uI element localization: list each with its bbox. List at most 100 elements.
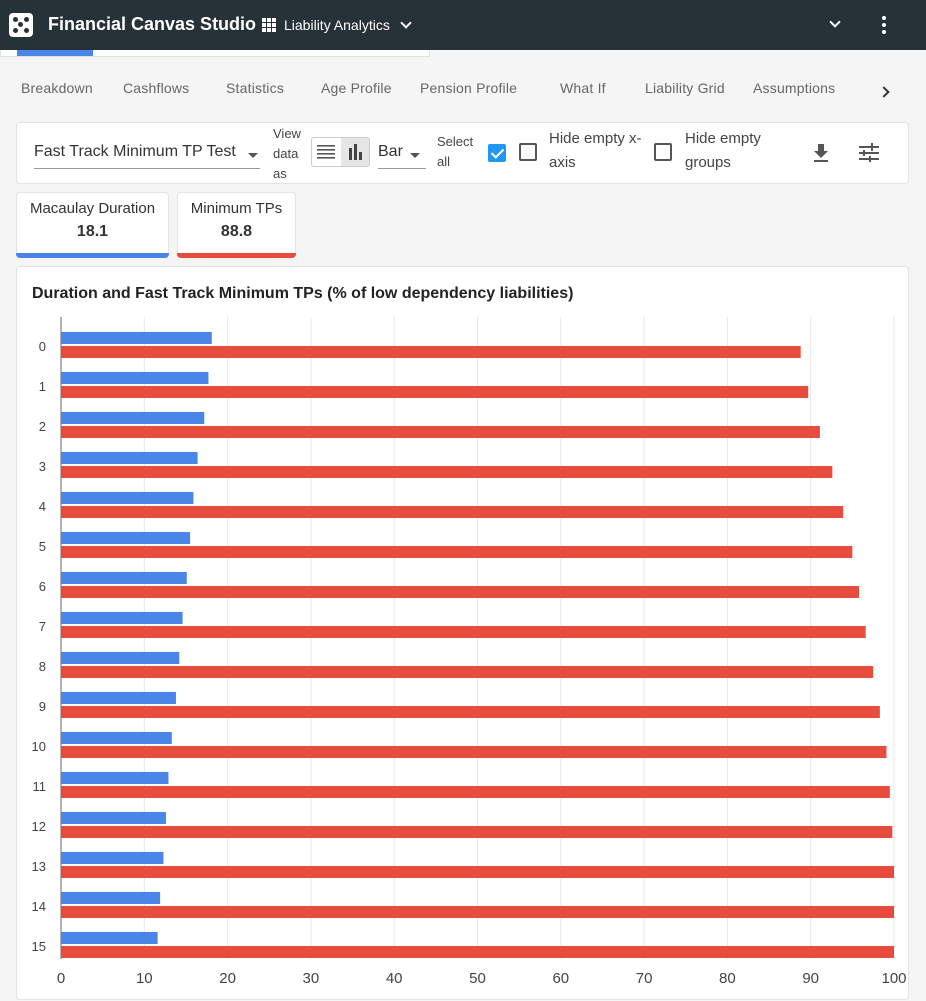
- bar-series-0: [61, 892, 161, 904]
- metric-color-bar: [16, 253, 169, 258]
- tab-liability-grid[interactable]: Liability Grid: [645, 80, 725, 96]
- x-tick-label: 20: [219, 970, 236, 987]
- x-tick-label: 0: [57, 970, 65, 987]
- y-tick-label: 3: [39, 459, 46, 474]
- y-tick-label: 12: [32, 819, 46, 834]
- bar-chart: 0 10 20 30 40 50 60 70 80 90 100012345678910111213…: [32, 317, 907, 987]
- x-tick-label: 100: [881, 970, 906, 987]
- tab-cashflows[interactable]: Cashflows: [123, 80, 190, 96]
- x-tick-label: 60: [552, 970, 569, 987]
- bar-series-1: [61, 586, 860, 598]
- y-tick-label: 6: [39, 579, 46, 594]
- hide-empty-groups-checkbox[interactable]: [654, 143, 672, 161]
- table-view-button[interactable]: [312, 138, 341, 166]
- y-tick-label: 7: [39, 619, 46, 634]
- tab-breakdown[interactable]: Breakdown: [21, 80, 93, 96]
- bar-series-0: [61, 492, 194, 504]
- bar-series-1: [61, 346, 801, 358]
- x-tick-label: 90: [802, 970, 819, 987]
- bar-series-0: [61, 452, 198, 464]
- more-vert-icon[interactable]: [881, 16, 887, 34]
- bar-series-1: [61, 386, 809, 398]
- y-tick-label: 13: [32, 859, 46, 874]
- dropdown-caret-icon: [410, 153, 420, 158]
- metric-select[interactable]: Fast Track Minimum TP Test: [34, 143, 260, 169]
- metric-color-bar: [177, 253, 296, 258]
- app-title: Financial Canvas Studio: [48, 14, 257, 34]
- x-tick-label: 80: [719, 970, 736, 987]
- apps-grid-icon: [262, 18, 276, 32]
- select-all-checkbox[interactable]: [488, 144, 506, 162]
- download-icon[interactable]: [811, 143, 831, 163]
- bar-series-0: [61, 932, 158, 944]
- bar-series-1: [61, 626, 866, 638]
- tab-statistics[interactable]: Statistics: [226, 80, 285, 96]
- x-tick-label: 10: [136, 970, 153, 987]
- bar-series-1: [61, 466, 833, 478]
- hide-empty-xaxis-checkbox[interactable]: [519, 143, 537, 161]
- metric-label: Minimum TPs: [190, 200, 283, 217]
- chevron-right-icon[interactable]: [878, 83, 894, 98]
- y-tick-label: 9: [39, 699, 46, 714]
- app-bar: Financial Canvas Studio Liability Analyt…: [0, 0, 926, 50]
- bar-series-0: [61, 692, 176, 704]
- select-all-label: Select all: [437, 134, 474, 169]
- bar-series-1: [61, 866, 894, 878]
- bar-series-1: [61, 746, 887, 758]
- bar-series-0: [61, 332, 212, 344]
- y-tick-label: 8: [39, 659, 46, 674]
- x-tick-label: 70: [636, 970, 653, 987]
- x-tick-label: 40: [386, 970, 403, 987]
- chart-view-button[interactable]: [340, 138, 369, 166]
- x-tick-label: 30: [303, 970, 320, 987]
- bar-series-0: [61, 772, 169, 784]
- chart-type-value: Bar: [378, 143, 403, 160]
- sub-header-accent: [17, 50, 93, 56]
- tune-settings-icon[interactable]: [858, 143, 880, 163]
- y-tick-label: 0: [39, 339, 46, 354]
- bar-series-0: [61, 572, 187, 584]
- y-tick-label: 5: [39, 539, 46, 554]
- app-logo-icon[interactable]: [9, 13, 33, 37]
- tab-assumptions[interactable]: Assumptions: [753, 80, 836, 96]
- chart-toolbar: Fast Track Minimum TP Test View data as …: [16, 122, 909, 184]
- bar-series-0: [61, 532, 191, 544]
- view-toggle: [311, 137, 370, 167]
- chart-type-select[interactable]: Bar: [378, 143, 426, 169]
- bar-series-0: [61, 812, 166, 824]
- y-tick-label: 10: [32, 739, 46, 754]
- tab-what-if[interactable]: What If: [560, 80, 606, 96]
- y-tick-label: 4: [39, 499, 46, 514]
- bar-series-1: [61, 946, 894, 958]
- module-label: Liability Analytics: [284, 17, 390, 33]
- bar-series-1: [61, 426, 820, 438]
- sub-header-strip: [0, 50, 430, 57]
- module-switcher-button[interactable]: Liability Analytics: [262, 12, 412, 38]
- view-data-as-label: View data as: [273, 126, 301, 181]
- bar-series-0: [61, 612, 183, 624]
- metric-card-minimum-tps[interactable]: Minimum TPs 88.8: [177, 192, 296, 258]
- bar-series-1: [61, 906, 894, 918]
- bar-series-1: [61, 786, 890, 798]
- list-view-icon: [317, 145, 336, 159]
- bar-series-0: [61, 652, 180, 664]
- bar-series-1: [61, 706, 880, 718]
- metric-value: 88.8: [220, 223, 253, 240]
- tab-pension-profile[interactable]: Pension Profile: [420, 80, 518, 96]
- bar-series-1: [61, 506, 844, 518]
- bar-series-0: [61, 852, 164, 864]
- tab-age-profile[interactable]: Age Profile: [321, 80, 392, 96]
- metric-value: 18.1: [76, 223, 109, 240]
- y-tick-label: 2: [39, 419, 46, 434]
- hide-empty-groups-label: Hide empty groups: [685, 130, 761, 171]
- y-tick-label: 15: [32, 939, 46, 954]
- bar-series-0: [61, 732, 172, 744]
- chevron-down-icon: [400, 17, 412, 29]
- expand-chevron-icon[interactable]: [828, 16, 842, 31]
- metric-card-duration[interactable]: Macaulay Duration 18.1: [16, 192, 169, 258]
- bar-series-1: [61, 666, 874, 678]
- metric-select-value: Fast Track Minimum TP Test: [34, 143, 236, 160]
- bar-series-0: [61, 412, 205, 424]
- x-tick-label: 50: [469, 970, 486, 987]
- dropdown-caret-icon: [248, 153, 258, 158]
